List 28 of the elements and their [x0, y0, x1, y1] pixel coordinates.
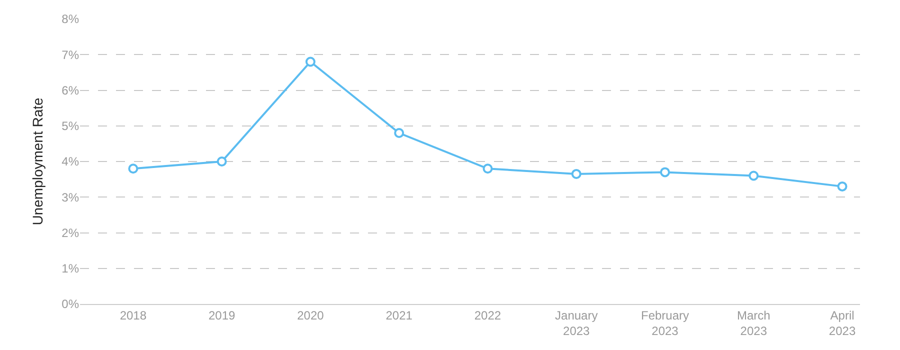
- y-tick-label: 3%: [62, 190, 80, 204]
- point: [837, 181, 848, 192]
- point: [482, 164, 493, 174]
- y-tick-label: 2%: [62, 226, 80, 240]
- point: [394, 128, 404, 138]
- y-tick-label: 1%: [62, 262, 80, 276]
- y-tick-label: 0%: [62, 297, 80, 312]
- point: [660, 167, 670, 178]
- x-tick-label: 2021: [386, 308, 413, 322]
- y-tick-label: 4%: [62, 154, 80, 169]
- y-tick-label: 6%: [62, 83, 80, 98]
- point: [748, 170, 759, 181]
- point: [128, 164, 138, 174]
- y-tick-label: 8%: [62, 12, 80, 26]
- point: [216, 156, 227, 166]
- x-tick-label: 2020: [297, 308, 324, 322]
- x-tick-label: April 2023: [828, 308, 856, 338]
- y-tick-label: 5%: [62, 119, 80, 134]
- x-tick-label: 2018: [120, 308, 147, 322]
- x-tick-label: 2022: [474, 308, 502, 322]
- x-tick-label: 2019: [208, 308, 236, 322]
- point: [571, 168, 582, 179]
- y-axis-title: Unemployment Rate: [29, 97, 46, 226]
- y-tick-label: 7%: [62, 48, 80, 62]
- point: [305, 56, 316, 67]
- x-tick-label: February 2023: [640, 308, 690, 338]
- x-tick-label: March 2023: [736, 308, 770, 338]
- x-tick-label: January 2023: [555, 308, 598, 338]
